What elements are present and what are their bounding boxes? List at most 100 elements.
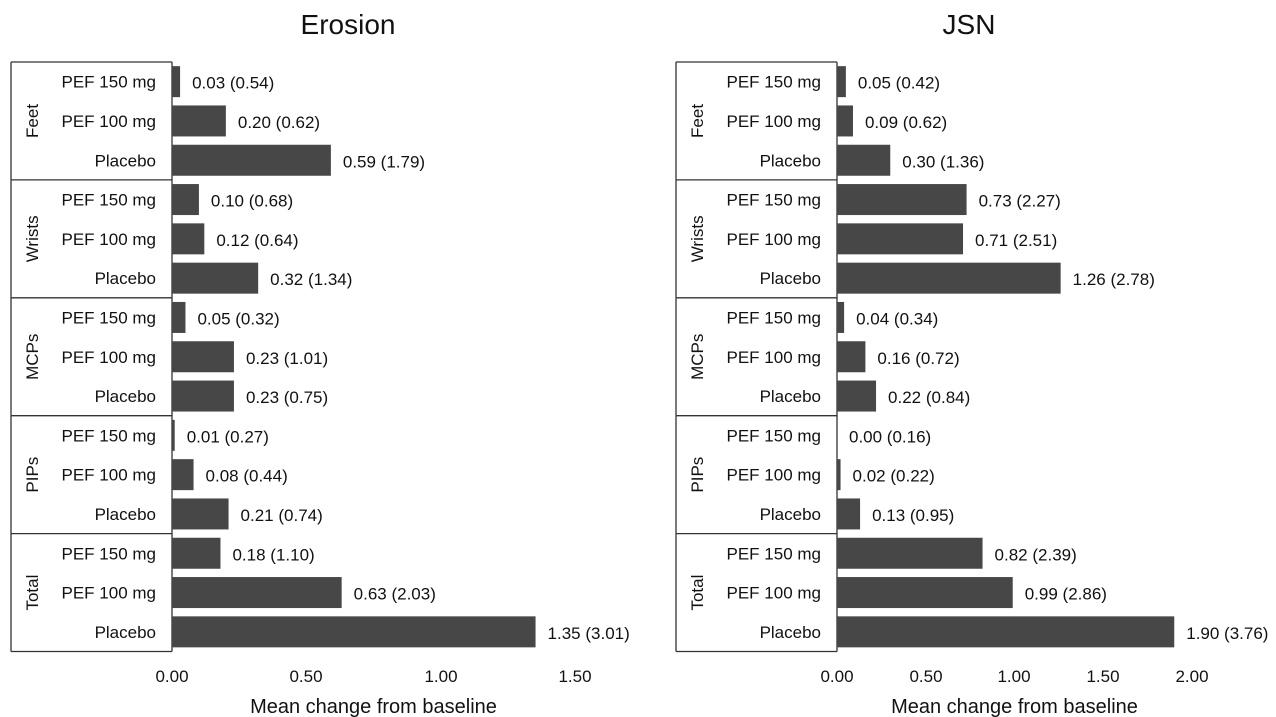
data-label: 0.82 (2.39) (995, 545, 1077, 564)
category-label: PEF 150 mg (727, 308, 822, 327)
bar (172, 184, 199, 216)
data-label: 0.21 (0.74) (241, 506, 323, 525)
category-label: PEF 100 mg (62, 112, 157, 131)
data-label: 0.20 (0.62) (238, 113, 320, 132)
x-tick-label: 0.00 (820, 667, 853, 686)
bar (837, 616, 1175, 648)
category-label: PEF 150 mg (62, 73, 157, 92)
category-label: PEF 150 mg (727, 191, 822, 210)
bar (837, 341, 866, 373)
x-tick-label: 2.00 (1175, 667, 1208, 686)
category-label: Placebo (95, 151, 156, 170)
category-label: Placebo (95, 505, 156, 524)
x-axis-label: Mean change from baseline (250, 696, 497, 717)
group-label-pips: PIPs (688, 457, 707, 493)
category-label: PEF 100 mg (62, 466, 157, 485)
category-label: PEF 150 mg (727, 73, 822, 92)
bar (172, 498, 229, 530)
bar (172, 105, 226, 137)
x-tick-label: 1.00 (997, 667, 1030, 686)
category-label: PEF 100 mg (62, 230, 157, 249)
category-label: PEF 100 mg (62, 584, 157, 603)
bar (172, 66, 181, 98)
bar (172, 419, 175, 451)
data-label: 0.30 (1.36) (902, 152, 984, 171)
bar (172, 577, 342, 609)
group-label-total: Total (688, 575, 707, 611)
data-label: 0.05 (0.42) (858, 74, 940, 93)
group-label-pips: PIPs (23, 457, 42, 493)
erosion-panel: Erosion Feet PEF 150 mg 0.03 (0.54) PEF 100 … (10, 9, 630, 717)
bar (172, 341, 234, 373)
data-label: 0.09 (0.62) (865, 113, 947, 132)
x-tick-label: 0.00 (155, 667, 188, 686)
x-tick-label: 1.00 (424, 667, 457, 686)
x-tick-label: 1.50 (1086, 667, 1119, 686)
bar (837, 66, 846, 98)
bar (837, 262, 1061, 294)
x-tick-label: 0.50 (909, 667, 942, 686)
category-label: PEF 150 mg (62, 544, 157, 563)
bar (172, 616, 536, 648)
bar (837, 498, 861, 530)
category-label: Placebo (760, 505, 821, 524)
data-label: 0.05 (0.32) (197, 309, 279, 328)
bar (837, 223, 964, 255)
bar (837, 105, 853, 137)
category-label: PEF 100 mg (62, 348, 157, 367)
bar (837, 459, 841, 491)
data-label: 0.22 (0.84) (888, 388, 970, 407)
category-label: PEF 100 mg (727, 112, 822, 131)
data-label: 0.18 (1.10) (232, 545, 314, 564)
bar (172, 144, 331, 176)
bar (172, 262, 259, 294)
category-label: PEF 150 mg (727, 544, 822, 563)
category-label: Placebo (760, 151, 821, 170)
data-label: 0.23 (0.75) (246, 388, 328, 407)
category-label: Placebo (760, 387, 821, 406)
group-label-feet: Feet (688, 104, 707, 138)
data-label: 0.59 (1.79) (343, 152, 425, 171)
category-label: PEF 100 mg (727, 348, 822, 367)
bar (837, 301, 845, 333)
data-label: 0.73 (2.27) (979, 192, 1061, 211)
data-label: 0.02 (0.22) (853, 467, 935, 486)
x-tick-label: 1.50 (558, 667, 591, 686)
category-label: PEF 100 mg (727, 584, 822, 603)
bar (172, 537, 221, 569)
data-label: 1.35 (3.01) (548, 624, 630, 643)
data-label: 0.10 (0.68) (211, 192, 293, 211)
chart-title: JSN (943, 9, 996, 40)
category-label: PEF 100 mg (727, 466, 822, 485)
data-label: 0.04 (0.34) (856, 309, 938, 328)
bar (172, 301, 186, 333)
data-label: 0.00 (0.16) (849, 427, 931, 446)
data-label: 0.63 (2.03) (354, 585, 436, 604)
category-label: PEF 150 mg (727, 426, 822, 445)
jsn-panel: JSN Feet PEF 150 mg 0.05 (0.42) PEF 100 mg 0.… (675, 9, 1268, 717)
data-label: 0.16 (0.72) (877, 349, 959, 368)
x-axis-label: Mean change from baseline (891, 696, 1138, 717)
bar (172, 223, 205, 255)
category-label: Placebo (95, 623, 156, 642)
bar (837, 577, 1013, 609)
category-label: PEF 150 mg (62, 191, 157, 210)
data-label: 0.23 (1.01) (246, 349, 328, 368)
data-label: 0.01 (0.27) (187, 427, 269, 446)
bar (837, 380, 877, 412)
bar (837, 144, 891, 176)
data-label: 0.12 (0.64) (216, 231, 298, 250)
data-label: 0.08 (0.44) (206, 467, 288, 486)
group-label-feet: Feet (23, 104, 42, 138)
data-label: 0.99 (2.86) (1025, 585, 1107, 604)
bar (837, 537, 983, 569)
data-label: 1.90 (3.76) (1186, 624, 1268, 643)
category-label: Placebo (760, 623, 821, 642)
category-label: PEF 150 mg (62, 308, 157, 327)
group-label-wrists: Wrists (23, 215, 42, 262)
group-label-mcps: MCPs (23, 334, 42, 380)
bar (837, 184, 967, 216)
x-tick-label: 0.50 (289, 667, 322, 686)
group-label-total: Total (23, 575, 42, 611)
category-label: PEF 150 mg (62, 426, 157, 445)
